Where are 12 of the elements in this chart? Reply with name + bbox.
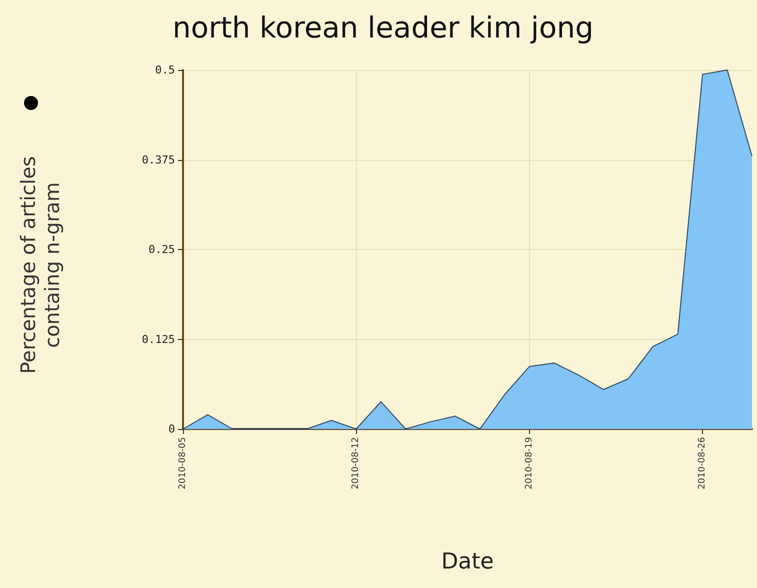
- y-tick-label: 0.375: [142, 153, 175, 166]
- y-tick-label: 0.25: [148, 243, 175, 256]
- x-axis-title: Date: [441, 550, 494, 574]
- x-tick-label: 2010-08-26: [698, 436, 708, 490]
- y-tick-label: 0: [168, 422, 175, 436]
- x-tick-label: 2010-08-05: [178, 437, 188, 490]
- y-axis-title: Percentage of articles containg n-gram: [16, 156, 64, 374]
- chart-title: north korean leader kim jong: [172, 10, 594, 44]
- y-tick-label: 0.5: [155, 64, 175, 76]
- y-tick-label: 0.125: [142, 332, 175, 346]
- x-tick-label: 2010-08-19: [524, 436, 534, 490]
- x-tick-label: 2010-08-12: [351, 437, 362, 490]
